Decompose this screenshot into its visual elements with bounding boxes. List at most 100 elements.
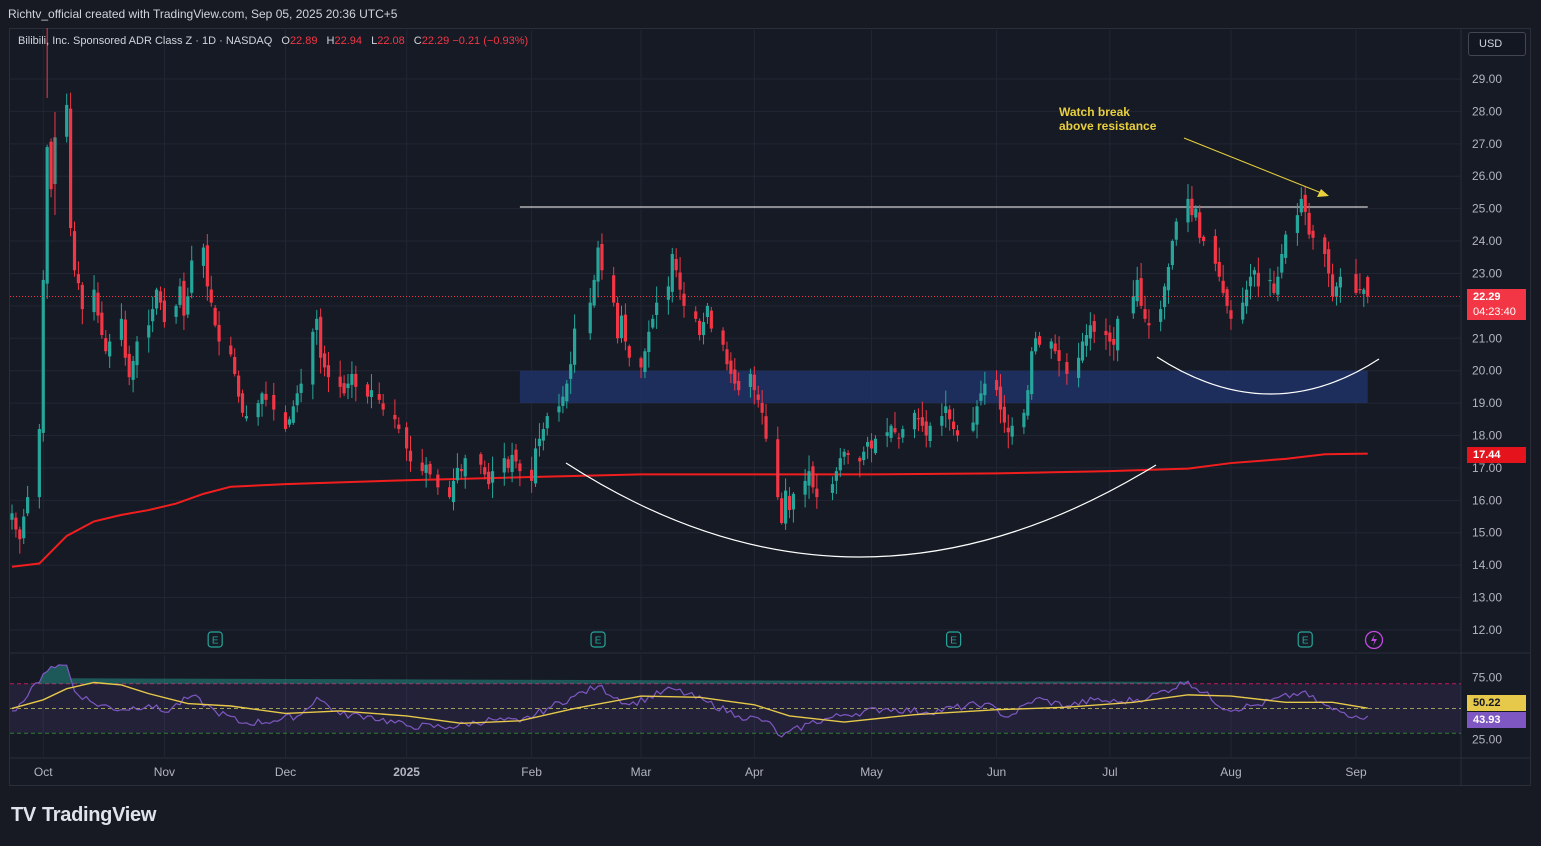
price-axis-label: 25.00	[1472, 202, 1502, 216]
tradingview-logo[interactable]: TV TradingView	[11, 804, 156, 827]
candle-body	[612, 275, 616, 303]
candle-body	[291, 406, 295, 423]
support-zone	[519, 370, 1368, 404]
annotation-arrowhead	[1317, 189, 1329, 197]
candle-body	[1088, 325, 1092, 339]
candle-body	[791, 493, 795, 510]
price-axis-label: 27.00	[1472, 137, 1502, 151]
candle-body	[1217, 261, 1221, 277]
candle-body	[889, 425, 893, 438]
candle-body	[1057, 350, 1061, 361]
bar-countdown: 04:23:40	[1473, 306, 1516, 318]
candle-body	[569, 364, 573, 379]
candle-body	[647, 331, 651, 353]
currency-button[interactable]: USD	[1468, 32, 1526, 56]
candle-body	[866, 441, 870, 447]
candle-body	[510, 454, 514, 473]
candle-body	[627, 346, 631, 358]
candle-body	[154, 289, 159, 309]
lightning-glyph-icon	[1371, 634, 1377, 646]
time-axis-label: Dec	[275, 765, 296, 779]
candle-body	[1053, 343, 1057, 352]
candle-body	[1323, 237, 1327, 255]
candle-body	[354, 373, 358, 387]
symbol-legend: Bilibili, Inc. Sponsored ADR Class Z · 1…	[18, 35, 528, 47]
candle-body	[299, 383, 303, 393]
candle-body	[1084, 335, 1089, 346]
candle-body	[1139, 278, 1143, 306]
candle-body	[256, 403, 260, 418]
high-value: 22.94	[334, 35, 363, 47]
candle-body	[319, 316, 323, 358]
price-axis-label: 26.00	[1472, 169, 1502, 183]
candle-body	[1037, 336, 1042, 345]
rsi-line	[11, 664, 1369, 738]
annotation-text-line1: Watch break	[1059, 105, 1130, 119]
time-axis-label: Jul	[1102, 765, 1117, 779]
candle-body	[901, 429, 905, 438]
candle-body	[322, 353, 327, 368]
candle-body	[119, 318, 123, 340]
candle-body	[490, 471, 495, 483]
candle-body	[619, 315, 624, 339]
candle-body	[1080, 341, 1085, 361]
candle-body	[615, 302, 620, 339]
rsi-ma-tag: 50.22	[1467, 695, 1526, 711]
candle-body	[1338, 276, 1342, 288]
earnings-marker-label: E	[595, 636, 602, 647]
candle-body	[1245, 289, 1249, 307]
candle-body	[76, 274, 81, 284]
candle-body	[885, 432, 889, 436]
price-axis-label: 28.00	[1472, 104, 1502, 118]
candle-body	[944, 406, 948, 413]
candle-body	[483, 467, 487, 475]
candle-body	[846, 453, 850, 455]
candle-body	[830, 484, 835, 493]
handle-arc	[1156, 356, 1380, 395]
candle-body	[756, 394, 760, 400]
candle-body	[807, 471, 811, 486]
time-axis-label: Feb	[521, 765, 542, 779]
candle-body	[346, 383, 350, 389]
candle-body	[858, 457, 862, 462]
candle-body	[1330, 274, 1335, 297]
candle-body	[725, 349, 729, 365]
annotation-text-line2: above resistance	[1059, 119, 1157, 133]
candle-body	[174, 305, 178, 317]
rsi-axis-label: 75.00	[1472, 671, 1502, 685]
candle-body	[190, 260, 194, 293]
candle-body	[135, 341, 139, 366]
candle-body	[670, 254, 674, 292]
earnings-marker-icon	[207, 631, 223, 648]
candle-body	[729, 360, 733, 374]
candle-body	[1131, 296, 1135, 314]
price-axis-label: 19.00	[1472, 396, 1502, 410]
candle-body	[1362, 289, 1366, 294]
candle-body	[1241, 302, 1245, 320]
candle-body	[803, 480, 807, 495]
candle-body	[447, 487, 452, 498]
candle-body	[451, 480, 456, 503]
candle-body	[65, 104, 69, 137]
candle-body	[1162, 286, 1167, 308]
candle-body	[479, 454, 483, 465]
candle-body	[1116, 318, 1120, 351]
candle-body	[748, 373, 753, 387]
candle-body	[924, 421, 928, 436]
candle-body	[780, 498, 784, 524]
candle-body	[182, 280, 186, 316]
candle-body	[1002, 406, 1006, 423]
price-axis-label: 18.00	[1472, 429, 1502, 443]
candle-body	[260, 393, 264, 405]
price-axis-label: 24.00	[1472, 234, 1502, 248]
candle-body	[541, 429, 545, 441]
candle-body	[92, 289, 96, 313]
candle-body	[815, 488, 819, 498]
candle-body	[912, 412, 917, 430]
price-axis-label: 17.00	[1472, 461, 1502, 475]
candle-body	[737, 380, 741, 391]
earnings-marker-label: E	[950, 636, 957, 647]
candle-body	[518, 463, 522, 472]
price-axis-label: 14.00	[1472, 558, 1502, 572]
